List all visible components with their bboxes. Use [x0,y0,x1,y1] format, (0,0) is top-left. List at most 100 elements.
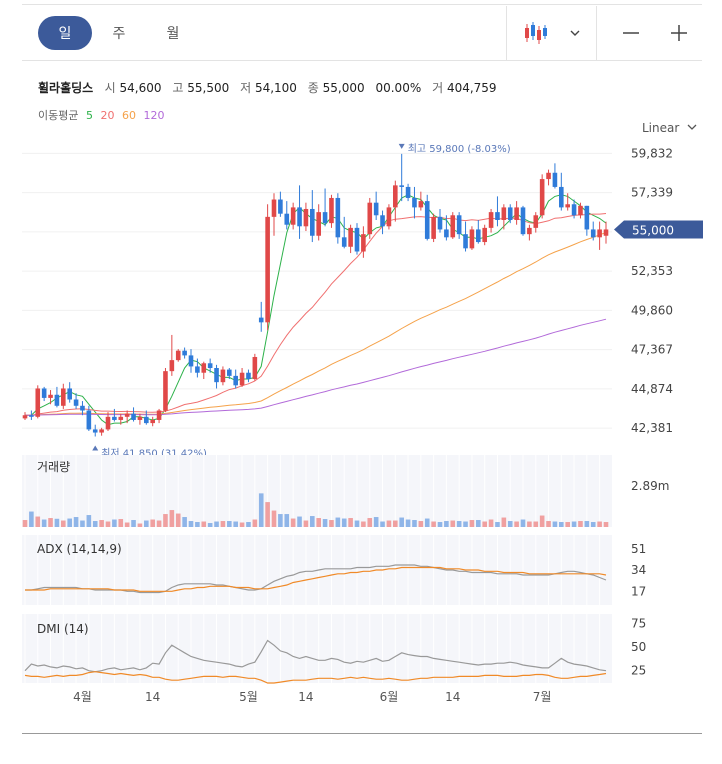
volume-bar [112,519,117,527]
candle-body [578,205,583,216]
volume-bar [48,518,53,527]
dmi-tick-label: 50 [631,640,646,654]
chart-toolbar: 일 주 월 [22,6,702,61]
adx-signal-line [25,566,607,592]
adx-title: ADX (14,14,9) [37,542,122,556]
candle-body [163,371,168,411]
candle-body [316,212,321,236]
volume-bar [303,520,309,527]
candle-body [552,172,558,187]
candle-body [35,388,41,417]
minus-icon[interactable] [614,6,648,60]
candle-body [54,394,60,406]
candle-body [246,372,251,380]
volume-bar [373,517,379,527]
top-divider [22,4,702,5]
volume-bar [182,517,187,527]
candle-body [220,369,226,383]
candle-body [501,207,507,220]
volume-bar [482,521,487,527]
candle-body [431,216,436,239]
volume-bar [527,521,532,527]
period-month-button[interactable]: 월 [166,26,180,42]
ma-60-line [24,232,607,416]
volume-bar [367,518,373,527]
volume-bar [271,510,277,527]
high-value: 55,500 [187,81,230,95]
candle-body [597,229,602,238]
candle-body [399,185,404,187]
moving-average-legend: 이동평균 5 20 60 120 [38,107,168,123]
candle-body [380,215,385,227]
dmi-pane-background [22,614,612,683]
volume-bar [220,521,226,527]
candle-body [207,363,213,368]
volume-bar [92,521,98,527]
volume-bar [405,519,411,527]
high-label: 고 [172,81,184,95]
volume-bar [456,521,462,527]
volume-bar [61,520,66,527]
candle-body [239,372,245,386]
candle-body [412,197,417,208]
volume-bar [520,519,526,527]
candle-body [290,207,296,225]
open-value: 54,600 [119,81,162,95]
x-axis-label: 7월 [533,690,552,704]
volume-tick-label: 2.89m [631,479,669,493]
x-axis-label: 6월 [380,690,399,704]
volume-bar [463,521,468,527]
volume-bar [348,518,353,527]
volume-bar [258,493,264,527]
candle-body [418,201,424,208]
x-axis-label: 14 [298,690,313,704]
candle-body [150,419,155,424]
period-week-button[interactable]: 주 [112,26,126,42]
toolbar-divider [506,6,507,60]
volume-bar [214,521,219,527]
dmi-tick-label: 75 [631,616,646,630]
candle-body [29,415,34,417]
volume-title: 거래량 [37,460,70,474]
candle-body [507,207,513,220]
candle-body [437,216,443,230]
scale-selector[interactable]: Linear [642,121,697,135]
ma-60-label: 60 [121,109,136,122]
candle-body [329,197,334,224]
price-tick-label: 59,832 [631,146,673,160]
volume-bar [67,518,72,527]
candlestick-icon[interactable] [518,6,554,60]
candle-body [156,410,162,420]
volume-bar [533,521,539,527]
volume-bar [476,520,481,527]
volume-label: 거 [432,81,444,95]
candle-body [233,375,238,386]
candle-body [444,229,449,238]
volume-bar [105,521,111,527]
candle-body [297,207,302,227]
chevron-down-icon[interactable] [562,6,588,60]
candle-body [361,234,366,252]
volume-bar [399,517,404,527]
candle-body [175,350,181,361]
candle-body [335,197,341,238]
candle-body [565,204,570,208]
volume-bar [316,518,321,527]
x-axis-label: 5월 [239,690,258,704]
x-axis-label: 14 [445,690,460,704]
candle-body [450,215,456,238]
candle-body [22,415,28,419]
volume-bar [450,520,456,527]
candle-body [118,416,124,420]
volume-bar [424,518,430,527]
candle-body [278,199,283,214]
candle-body [67,388,72,400]
candle-body [188,355,194,367]
candle-body [227,369,232,376]
plus-icon[interactable] [662,6,696,60]
volume-bar [590,522,596,527]
period-day-button[interactable]: 일 [38,16,92,50]
volume-bar [335,517,341,527]
volume-bar [175,513,181,527]
